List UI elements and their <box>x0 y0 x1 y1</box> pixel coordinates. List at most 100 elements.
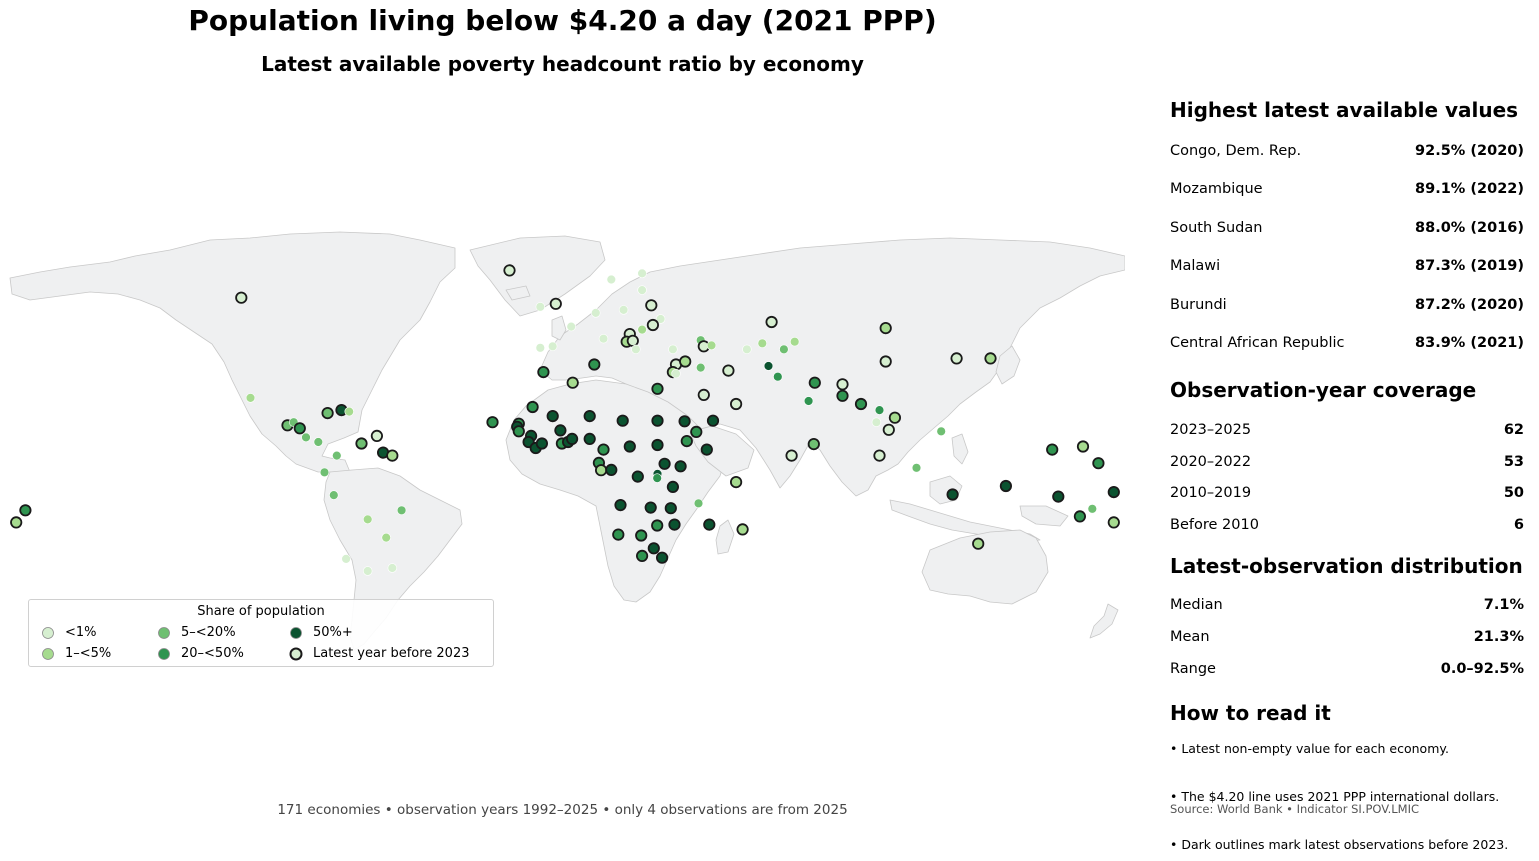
legend-swatch-20to50 <box>158 647 170 660</box>
economy-marker <box>757 338 767 349</box>
legend-label-20to50: 20–<50% <box>181 646 244 661</box>
coverage-value: 50 <box>1503 485 1524 501</box>
economy-marker <box>674 460 687 473</box>
legend-item-5to20: 5–<20% <box>157 625 236 640</box>
greenland-landmass <box>469 235 606 317</box>
highest-name: Congo, Dem. Rep. <box>1170 143 1302 159</box>
economy-marker <box>535 302 545 312</box>
economy-marker <box>882 423 895 436</box>
economy-marker <box>614 498 627 512</box>
economy-marker <box>612 528 625 541</box>
economy-marker <box>566 321 576 332</box>
economy-marker <box>679 355 692 368</box>
economy-marker <box>1107 516 1120 529</box>
economy-marker <box>631 470 644 483</box>
economy-marker <box>644 501 657 514</box>
economy-marker <box>594 464 608 477</box>
economy-marker <box>729 475 743 489</box>
economy-marker <box>616 414 629 427</box>
legend: Share of population <1% 1–<5% 5–<20% 20–… <box>28 599 494 667</box>
economy-marker <box>637 285 647 295</box>
coverage-value: 62 <box>1503 422 1524 438</box>
economy-marker <box>763 361 774 371</box>
economy-marker <box>535 343 545 353</box>
economy-marker <box>936 426 946 437</box>
economy-marker <box>396 505 407 515</box>
iceland-landmass <box>505 285 531 301</box>
map-footnote: 171 economies • observation years 1992–2… <box>277 802 848 818</box>
highest-row: Malawi 87.3% (2019) <box>1170 258 1524 274</box>
economy-marker <box>690 425 703 438</box>
highest-name: South Sudan <box>1170 219 1263 236</box>
economy-marker <box>588 358 601 371</box>
economy-marker <box>355 437 368 450</box>
economy-marker <box>651 519 664 532</box>
economy-marker <box>773 372 783 382</box>
distribution-name: Median <box>1170 597 1223 613</box>
economy-marker <box>1073 510 1087 523</box>
distribution-name: Mean <box>1170 629 1210 645</box>
economy-marker <box>637 268 647 279</box>
economy-marker <box>566 376 579 389</box>
economy-marker <box>321 407 334 420</box>
economy-marker <box>722 364 735 377</box>
coverage-name: 2010–2019 <box>1170 485 1252 501</box>
howto-note: • The $4.20 line uses 2021 PPP internati… <box>1170 789 1500 804</box>
new-zealand-landmass <box>1089 603 1119 639</box>
economy-marker <box>387 563 397 573</box>
legend-item-lt1: <1% <box>41 625 97 640</box>
highest-heading: Highest latest available values <box>1170 98 1519 122</box>
economy-marker <box>313 437 323 447</box>
legend-item-20to50: 20–<50% <box>157 646 244 661</box>
economy-marker <box>879 322 892 335</box>
economy-marker <box>655 551 669 564</box>
highest-value: 87.2% (2020) <box>1415 296 1524 313</box>
legend-item-50plus: 50%+ <box>289 625 353 640</box>
distribution-heading: Latest-observation distribution <box>1170 554 1523 578</box>
coverage-row: 2010–2019 50 <box>1170 485 1524 501</box>
economy-marker <box>19 504 32 517</box>
economy-marker <box>666 480 680 493</box>
economy-marker <box>565 432 579 445</box>
economy-marker <box>526 400 539 414</box>
economy-marker <box>547 341 558 352</box>
highest-value: 83.9% (2021) <box>1415 335 1524 351</box>
economy-marker <box>789 336 800 347</box>
economy-marker <box>706 414 720 427</box>
distribution-value: 0.0–92.5% <box>1440 661 1524 677</box>
economy-marker <box>386 449 399 462</box>
source-credit: Source: World Bank • Indicator SI.POV.LM… <box>1170 802 1420 816</box>
economy-marker <box>651 382 664 395</box>
economy-marker <box>697 388 710 401</box>
economy-marker <box>655 314 666 324</box>
highest-name: Malawi <box>1170 258 1221 275</box>
economy-marker <box>785 449 798 462</box>
economy-marker <box>591 308 601 318</box>
economy-marker <box>695 362 706 373</box>
economy-marker <box>549 297 562 310</box>
economy-marker <box>332 450 342 461</box>
north-america-landmass <box>9 231 456 473</box>
highest-value: 87.3% (2019) <box>1415 258 1524 275</box>
economy-marker <box>736 523 749 536</box>
howto-note: • Dark outlines mark latest observations… <box>1170 837 1509 852</box>
economy-marker <box>803 396 814 406</box>
coverage-name: 2020–2022 <box>1170 453 1252 470</box>
economy-marker <box>605 463 618 476</box>
economy-marker <box>836 378 849 391</box>
economy-marker <box>874 405 885 415</box>
economy-marker <box>606 274 616 285</box>
economy-marker <box>668 344 678 355</box>
economy-marker <box>703 518 716 531</box>
economy-marker <box>635 549 649 562</box>
world-map <box>9 231 1125 651</box>
chart-subtitle: Latest available poverty headcount ratio… <box>261 52 864 76</box>
economy-marker <box>984 352 997 365</box>
highest-value: 92.5% (2020) <box>1415 143 1524 159</box>
economy-marker <box>598 333 609 344</box>
legend-label-lt1: <1% <box>65 625 97 640</box>
economy-marker <box>363 514 373 525</box>
economy-marker <box>537 366 550 379</box>
borneo-landmass <box>929 475 963 505</box>
coverage-name: 2023–2025 <box>1170 422 1252 438</box>
